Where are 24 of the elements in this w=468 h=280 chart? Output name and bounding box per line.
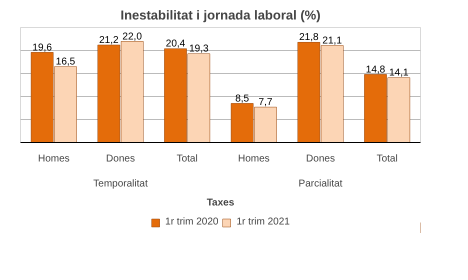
- data-label: 19,6: [32, 42, 52, 54]
- data-label: 19,3: [189, 44, 210, 55]
- legend-label: 1r trim 2021: [236, 216, 290, 228]
- data-label: 14,8: [366, 64, 386, 76]
- x-tick-label: Dones: [106, 154, 135, 164]
- data-label: 8,5: [235, 93, 250, 104]
- data-label: 20,4: [166, 38, 186, 50]
- data-label: 21,8: [299, 32, 320, 44]
- data-label: 7,7: [258, 97, 273, 108]
- x-tick-label: Total: [176, 154, 198, 164]
- x-tick-label: Total: [376, 154, 398, 164]
- x-axis-title: Taxes: [206, 198, 235, 208]
- legend-label: 1r trim 2020: [165, 216, 218, 228]
- data-label: 22,0: [122, 31, 142, 42]
- x-tick-label: Homes: [238, 154, 270, 164]
- text: Parcialitat: [298, 178, 343, 190]
- x-tick-label: Dones: [306, 154, 335, 164]
- x-tick-label: Homes: [38, 154, 70, 164]
- chart-title: Inestabilitat i jornada laboral (%): [120, 8, 321, 22]
- data-label: 21,2: [99, 34, 120, 46]
- data-label: 21,1: [322, 35, 342, 46]
- text: Temporalitat: [93, 178, 148, 190]
- data-label: 14,1: [389, 68, 410, 79]
- data-label: 16,5: [56, 56, 76, 68]
